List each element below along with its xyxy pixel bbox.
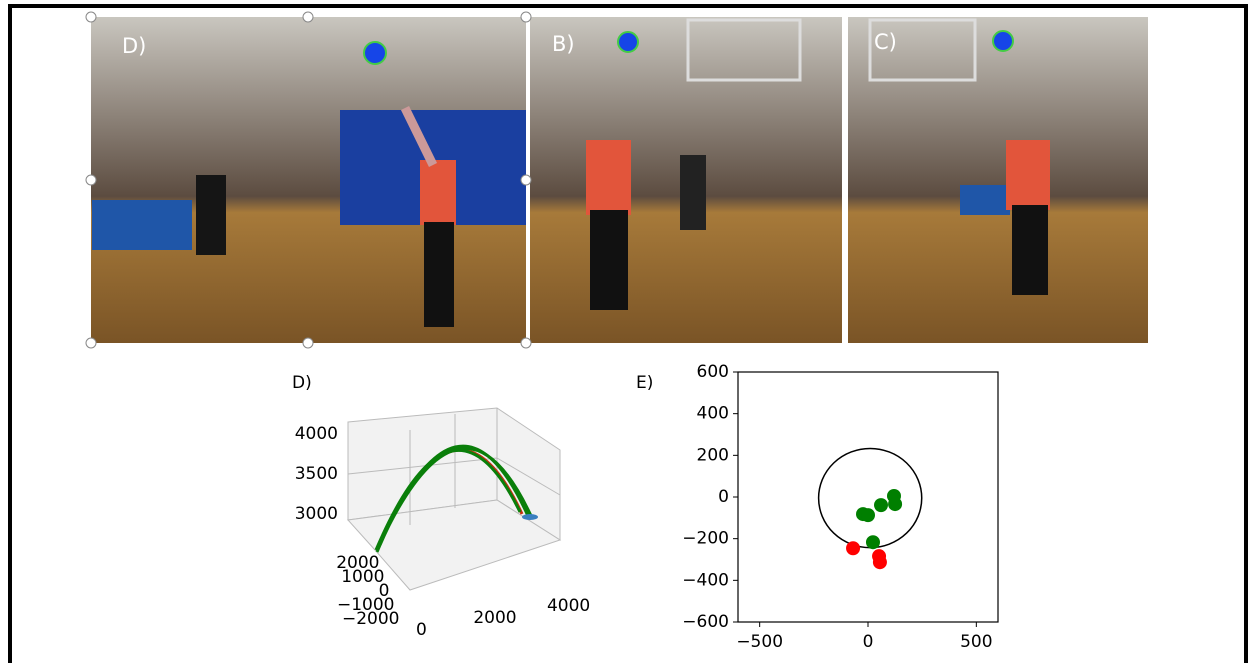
x-tick-label: −500 [736, 632, 783, 652]
panel-label: B) [552, 32, 575, 56]
hoop-circle [819, 448, 922, 547]
y-tick-label: −200 [682, 529, 729, 549]
panel-label: D) [122, 34, 146, 58]
figure: D) B) C) D) E) 300035004000−2000−1000010… [0, 0, 1252, 663]
x-tick-label: 500 [960, 632, 992, 652]
point [888, 497, 902, 511]
z-tick-label: 4000 [295, 424, 338, 444]
y-tick-label: 400 [697, 404, 729, 424]
point [866, 535, 880, 549]
point [874, 498, 888, 512]
photo [86, 12, 1148, 348]
y-tick-label: 600 [697, 362, 729, 382]
y-tick-label: 0 [718, 487, 729, 507]
3d-panes [348, 408, 560, 590]
y-tick-label: 2000 [336, 553, 379, 573]
point [861, 508, 875, 522]
chart-title: D) [292, 373, 312, 393]
z-tick-label: 3000 [295, 504, 338, 524]
y-tick-label: −600 [682, 612, 729, 632]
point [846, 541, 860, 555]
z-tick-label: 3500 [295, 464, 338, 484]
axes-box [738, 372, 998, 622]
x-tick-label: 4000 [547, 596, 590, 616]
y-tick-label: −400 [682, 570, 729, 590]
x-tick-label: 0 [863, 632, 874, 652]
point [873, 555, 887, 569]
panel-label: C) [874, 30, 897, 54]
x-tick-label: 0 [416, 620, 427, 640]
x-tick-label: 2000 [473, 608, 516, 628]
chart-title: E) [636, 373, 653, 393]
y-tick-label: 200 [697, 445, 729, 465]
